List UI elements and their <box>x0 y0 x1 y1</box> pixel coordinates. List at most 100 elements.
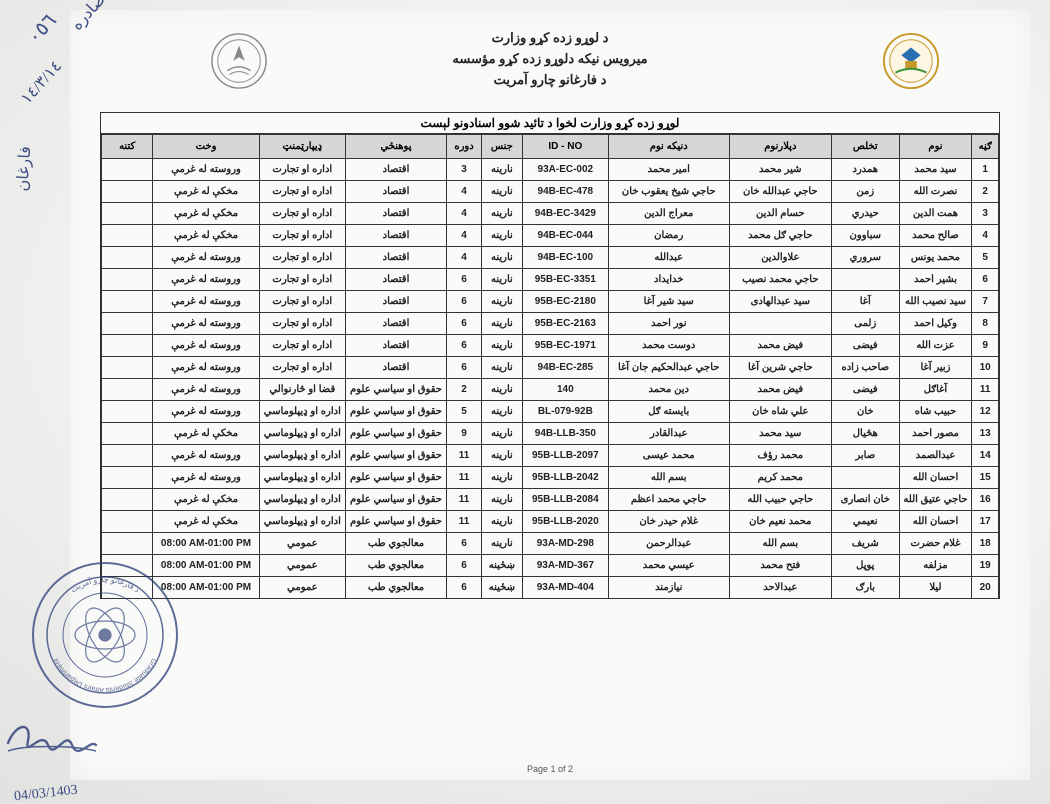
cell-gfather: سید شیر آغا <box>608 291 729 313</box>
cell-gender: نارینه <box>481 181 522 203</box>
cell-time: وروسته له غرمې <box>153 159 259 181</box>
cell-gender: نارینه <box>481 203 522 225</box>
cell-faculty: حقوق او سیاسي علوم <box>345 379 446 401</box>
cell-note <box>102 269 153 291</box>
cell-dept: اداره او ډیپلوماسي <box>259 489 345 511</box>
header-block: د لوړو زده کړو وزارت میرویس نیکه دلوړو ز… <box>70 28 1030 90</box>
cell-gfather: نیازمند <box>608 577 729 599</box>
cell-dept: اداره او تجارت <box>259 335 345 357</box>
cell-name: محمد یونس <box>899 247 972 269</box>
cell-id: 93A-EC-002 <box>522 159 608 181</box>
table-row: 10زبیر آغاصاحب زادهحاجي شرین آغاحاجي عبد… <box>102 357 999 379</box>
cell-id: 95B-EC-1971 <box>522 335 608 357</box>
cell-gfather: بسم الله <box>608 467 729 489</box>
cell-id: 94B-EC-3429 <box>522 203 608 225</box>
cell-dept: اداره او ډیپلوماسي <box>259 511 345 533</box>
cell-gender: نارینه <box>481 401 522 423</box>
cell-gender: نارینه <box>481 313 522 335</box>
cell-time: وروسته له غرمې <box>153 269 259 291</box>
cell-id: 95B-LLB-2042 <box>522 467 608 489</box>
cell-father: حاجي عبدالله خان <box>729 181 831 203</box>
cell-time: وروسته له غرمې <box>153 313 259 335</box>
cell-last: شریف <box>832 533 900 555</box>
table-row: 5محمد یونسسروريعلاوالدینعبدالله94B-EC-10… <box>102 247 999 269</box>
cell-father: عبدالاحد <box>729 577 831 599</box>
cell-dept: اداره او تجارت <box>259 203 345 225</box>
table-row: 9عزت اللهفیضیفیض محمددوست محمد95B-EC-197… <box>102 335 999 357</box>
cell-idx: 8 <box>972 313 999 335</box>
cell-id: 94B-EC-285 <box>522 357 608 379</box>
cell-dept: اداره او تجارت <box>259 247 345 269</box>
cell-period: 11 <box>447 445 482 467</box>
cell-note <box>102 247 153 269</box>
cell-time: مخکې له غرمې <box>153 181 259 203</box>
cell-last <box>832 467 900 489</box>
cell-gfather: عیسي محمد <box>608 555 729 577</box>
table-row: 12حبیب شاهخانعلي شاه خانبایسته ګلBL-079-… <box>102 401 999 423</box>
cell-faculty: حقوق او سیاسي علوم <box>345 445 446 467</box>
cell-id: 94B-LLB-350 <box>522 423 608 445</box>
cell-name: زبیر آغا <box>899 357 972 379</box>
cell-gfather: امیر محمد <box>608 159 729 181</box>
cell-last: پوپل <box>832 555 900 577</box>
cell-time: وروسته له غرمې <box>153 291 259 313</box>
cell-faculty: اقتصاد <box>345 357 446 379</box>
cell-dept: اداره او تجارت <box>259 181 345 203</box>
cell-period: 4 <box>447 225 482 247</box>
th-faculty: پوهنځي <box>345 135 446 159</box>
cell-faculty: اقتصاد <box>345 247 446 269</box>
cell-faculty: معالجوي طب <box>345 533 446 555</box>
cell-faculty: اقتصاد <box>345 159 446 181</box>
cell-time: وروسته له غرمې <box>153 401 259 423</box>
cell-faculty: معالجوي طب <box>345 577 446 599</box>
cell-father: محمد کریم <box>729 467 831 489</box>
cell-name: حبیب شاه <box>899 401 972 423</box>
table-row: 16حاجي عتیق اللهخان انصاریحاجي حبیب الله… <box>102 489 999 511</box>
cell-last: آغا <box>832 291 900 313</box>
handwriting-side: فارغان <box>14 146 35 192</box>
cell-name: مزلفه <box>899 555 972 577</box>
cell-note <box>102 401 153 423</box>
cell-father: فیض محمد <box>729 379 831 401</box>
cell-gender: نارینه <box>481 159 522 181</box>
table-row: 13مصور احمدهڅیالسید محمدعبدالقادر94B-LLB… <box>102 423 999 445</box>
cell-period: 6 <box>447 533 482 555</box>
cell-time: وروسته له غرمې <box>153 445 259 467</box>
cell-gender: ښځینه <box>481 555 522 577</box>
cell-period: 6 <box>447 335 482 357</box>
cell-time: مخکې له غرمې <box>153 489 259 511</box>
cell-note <box>102 379 153 401</box>
cell-note <box>102 159 153 181</box>
cell-id: 95B-LLB-2020 <box>522 511 608 533</box>
cell-period: 11 <box>447 511 482 533</box>
cell-period: 6 <box>447 555 482 577</box>
cell-father: حاجي شرین آغا <box>729 357 831 379</box>
signature <box>2 715 102 785</box>
cell-name: سید محمد <box>899 159 972 181</box>
cell-time: وروسته له غرمې <box>153 379 259 401</box>
cell-dept: عمومي <box>259 555 345 577</box>
cell-note <box>102 225 153 247</box>
cell-father: حاجي ګل محمد <box>729 225 831 247</box>
cell-note <box>102 445 153 467</box>
cell-gfather: حاجي محمد اعظم <box>608 489 729 511</box>
th-idx: ګڼه <box>972 135 999 159</box>
cell-note <box>102 203 153 225</box>
cell-father: حسام الدین <box>729 203 831 225</box>
cell-dept: اداره او تجارت <box>259 269 345 291</box>
cell-period: 6 <box>447 357 482 379</box>
table-row: 7سید نصیب اللهآغاسید عبدالهادیسید شیر آغ… <box>102 291 999 313</box>
cell-note <box>102 489 153 511</box>
cell-period: 9 <box>447 423 482 445</box>
cell-faculty: اقتصاد <box>345 181 446 203</box>
cell-name: عبدالصمد <box>899 445 972 467</box>
cell-id: 94B-EC-044 <box>522 225 608 247</box>
cell-name: نصرت الله <box>899 181 972 203</box>
th-note: کتنه <box>102 135 153 159</box>
table-row: 4صالح محمدسباوونحاجي ګل محمدرمضان94B-EC-… <box>102 225 999 247</box>
cell-last: خان <box>832 401 900 423</box>
cell-gender: ښځینه <box>481 577 522 599</box>
cell-faculty: حقوق او سیاسي علوم <box>345 423 446 445</box>
cell-name: سید نصیب الله <box>899 291 972 313</box>
cell-gfather: دوست محمد <box>608 335 729 357</box>
